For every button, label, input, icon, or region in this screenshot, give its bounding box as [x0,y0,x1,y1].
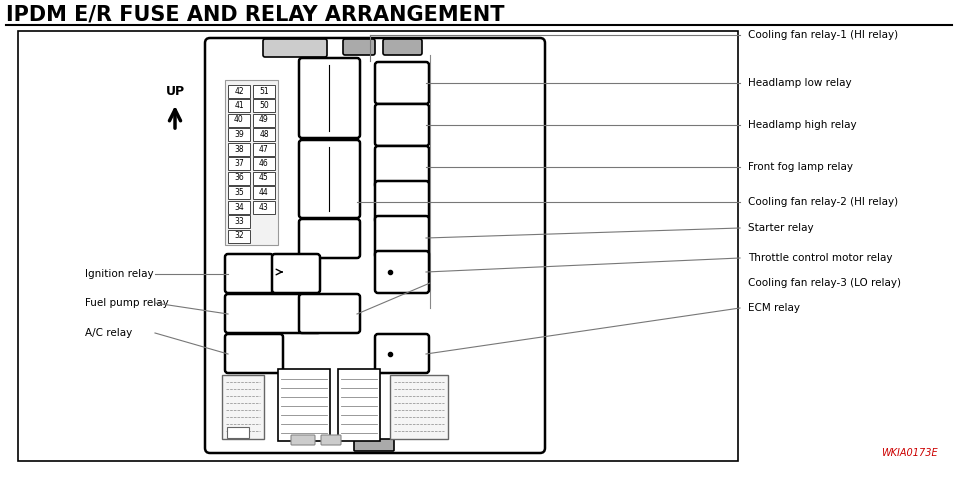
Bar [338,369,380,441]
FancyBboxPatch shape [225,254,273,293]
Text: Headlamp high relay: Headlamp high relay [748,120,856,130]
Text: 37: 37 [234,159,244,168]
Text: 36: 36 [234,173,244,183]
FancyBboxPatch shape [299,219,360,258]
Bar [228,128,250,141]
Bar [253,114,275,127]
FancyBboxPatch shape [354,439,394,451]
Text: 45: 45 [259,173,269,183]
FancyBboxPatch shape [375,251,429,293]
Bar [228,157,250,170]
FancyBboxPatch shape [375,334,429,373]
FancyBboxPatch shape [375,216,429,258]
Text: 46: 46 [259,159,269,168]
Text: 34: 34 [234,202,244,212]
Text: 41: 41 [234,101,244,110]
Text: Front fog lamp relay: Front fog lamp relay [748,162,853,172]
FancyBboxPatch shape [375,104,429,146]
Bar [253,171,275,185]
Text: Cooling fan relay-3 (LO relay): Cooling fan relay-3 (LO relay) [748,278,901,288]
FancyBboxPatch shape [263,39,327,57]
Text: Starter relay: Starter relay [748,223,813,233]
FancyBboxPatch shape [299,58,360,138]
Text: Throttle control motor relay: Throttle control motor relay [748,253,893,263]
Text: UP: UP [166,85,185,98]
FancyBboxPatch shape [375,62,429,104]
Bar [228,215,250,228]
FancyBboxPatch shape [291,435,315,445]
Text: 44: 44 [259,188,269,197]
Bar [228,200,250,213]
Bar [253,200,275,213]
Text: 43: 43 [259,202,269,212]
Bar [253,157,275,170]
Text: 48: 48 [260,130,269,139]
Bar [18,31,738,461]
Text: ECM relay: ECM relay [748,303,800,313]
Text: 50: 50 [259,101,269,110]
FancyBboxPatch shape [205,38,545,453]
FancyBboxPatch shape [225,294,321,333]
Bar [228,186,250,199]
Text: Headlamp low relay: Headlamp low relay [748,78,852,88]
Bar [228,142,250,156]
Text: 42: 42 [234,86,244,96]
Text: 35: 35 [234,188,244,197]
FancyBboxPatch shape [225,334,283,373]
Bar [390,375,448,439]
Text: Cooling fan relay-1 (HI relay): Cooling fan relay-1 (HI relay) [748,30,898,40]
Bar [253,186,275,199]
Text: 33: 33 [234,217,244,226]
Text: 39: 39 [234,130,244,139]
Text: 49: 49 [259,115,269,125]
Text: Cooling fan relay-2 (HI relay): Cooling fan relay-2 (HI relay) [748,197,898,207]
Text: Fuel pump relay: Fuel pump relay [85,298,169,308]
Bar [253,99,275,112]
Bar [278,369,330,441]
FancyBboxPatch shape [375,146,429,188]
Bar [253,142,275,156]
Text: 51: 51 [260,86,269,96]
Bar [253,128,275,141]
Bar [227,427,249,438]
Text: WKIA0173E: WKIA0173E [881,448,938,458]
Text: 47: 47 [259,144,269,154]
Bar [228,99,250,112]
Text: IPDM E/R FUSE AND RELAY ARRANGEMENT: IPDM E/R FUSE AND RELAY ARRANGEMENT [6,5,505,25]
Text: 32: 32 [234,231,244,241]
Bar [228,85,250,98]
Bar [225,80,278,244]
Bar [222,375,264,439]
Text: A/C relay: A/C relay [85,328,132,338]
FancyBboxPatch shape [383,39,422,55]
FancyBboxPatch shape [343,39,375,55]
FancyBboxPatch shape [375,181,429,223]
FancyBboxPatch shape [299,140,360,218]
Bar [228,114,250,127]
Bar [228,171,250,185]
Text: 40: 40 [234,115,244,125]
Text: 38: 38 [234,144,244,154]
FancyBboxPatch shape [299,294,360,333]
Text: Ignition relay: Ignition relay [85,269,153,279]
Bar [253,85,275,98]
FancyBboxPatch shape [321,435,341,445]
Bar [228,229,250,242]
FancyBboxPatch shape [272,254,320,293]
